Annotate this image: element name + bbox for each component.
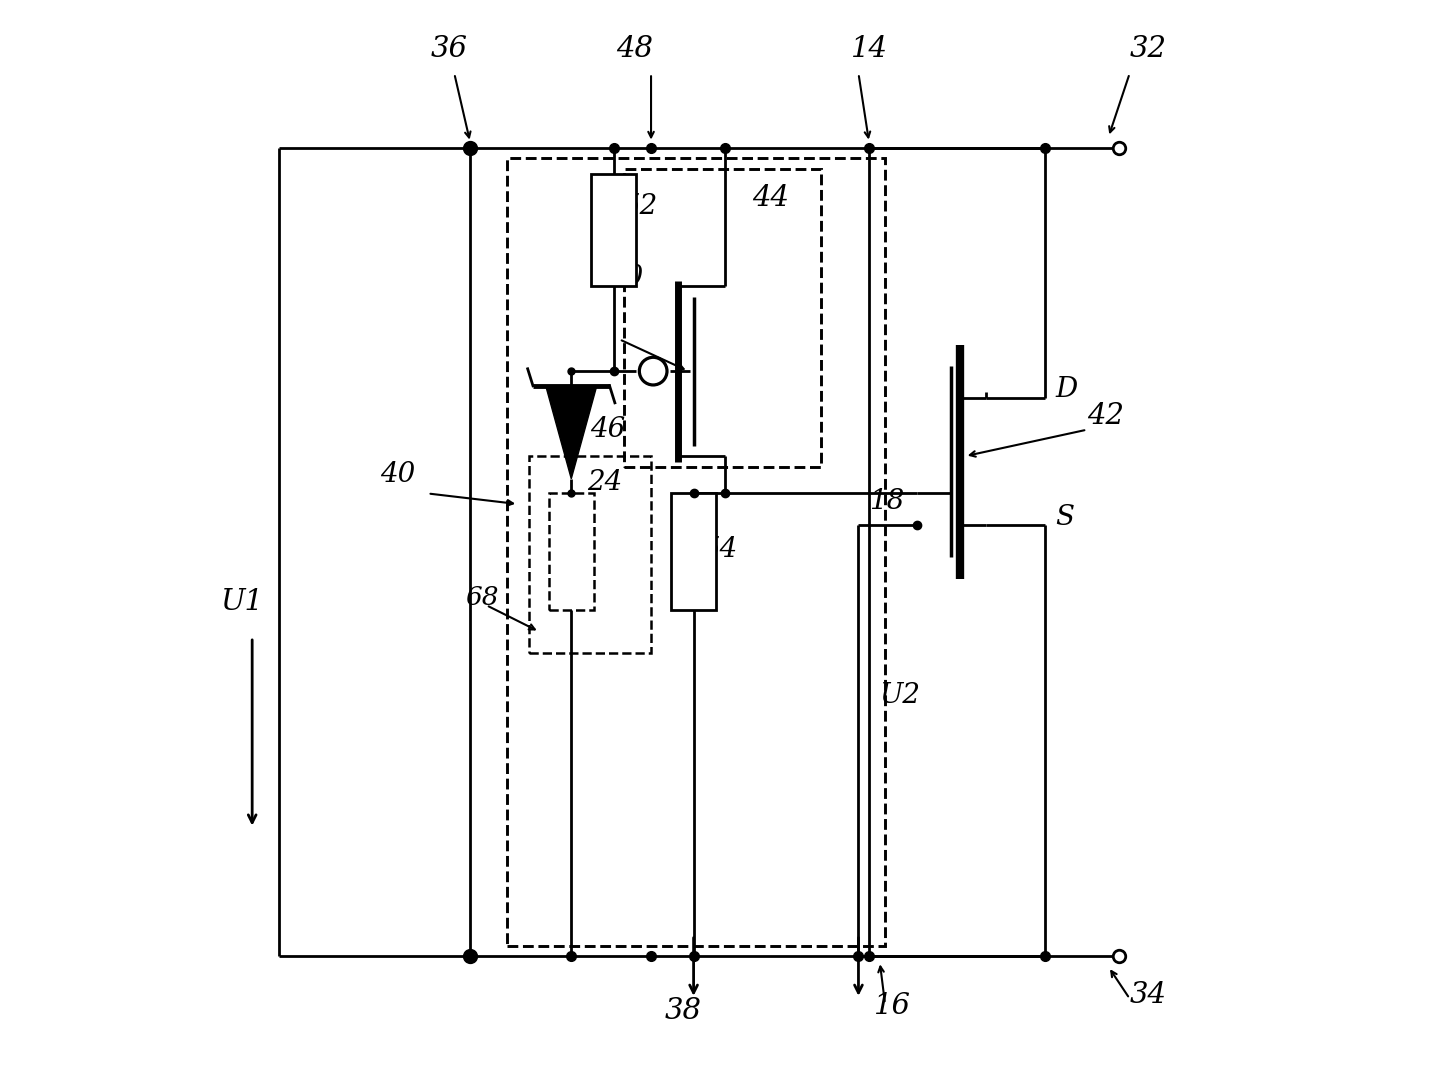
Text: U1: U1 — [221, 587, 263, 615]
Text: 52: 52 — [622, 193, 657, 220]
Text: U2: U2 — [879, 682, 921, 709]
Polygon shape — [546, 386, 596, 479]
Bar — [672, 493, 715, 610]
Bar — [548, 493, 593, 610]
Text: 18: 18 — [869, 488, 904, 515]
Text: 48: 48 — [617, 34, 653, 62]
Text: 46: 46 — [591, 416, 625, 443]
Bar — [528, 457, 651, 653]
Text: 36: 36 — [431, 34, 467, 62]
Text: 54: 54 — [702, 536, 737, 563]
Text: 68: 68 — [464, 585, 498, 610]
Text: 42: 42 — [1087, 402, 1125, 430]
Text: 24: 24 — [588, 470, 622, 496]
Text: 16: 16 — [875, 992, 911, 1019]
Text: 40: 40 — [380, 461, 415, 488]
Text: S: S — [1055, 504, 1074, 531]
Text: 14: 14 — [850, 34, 888, 62]
Text: 34: 34 — [1130, 981, 1167, 1010]
Text: 32: 32 — [1130, 34, 1167, 62]
Text: 44: 44 — [752, 183, 789, 211]
Bar — [624, 169, 821, 467]
Bar — [508, 159, 885, 946]
Text: D: D — [1055, 376, 1078, 403]
Bar — [592, 175, 636, 286]
Text: 50: 50 — [608, 265, 644, 292]
Text: 38: 38 — [665, 997, 701, 1025]
